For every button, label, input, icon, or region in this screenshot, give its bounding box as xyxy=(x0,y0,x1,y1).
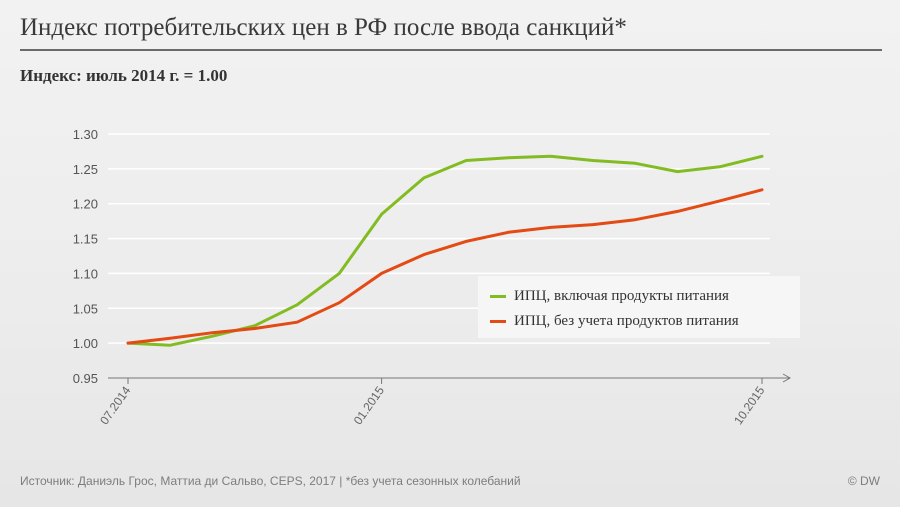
legend-label-nonfood: ИПЦ, без учета продуктов питания xyxy=(514,313,739,329)
y-tick-label: 1.05 xyxy=(73,301,98,316)
chart-title: Индекс потребительских цен в РФ после вв… xyxy=(20,14,627,41)
series-line-nonfood xyxy=(126,188,764,345)
grid-lines xyxy=(108,133,770,344)
x-tick-label: 10.2015 xyxy=(731,383,768,427)
legend-swatch-nonfood xyxy=(490,320,506,323)
y-tick-label: 1.20 xyxy=(73,197,98,212)
legend-item-food: ИПЦ, включая продукты питания xyxy=(490,288,729,305)
x-tick-label: 01.2015 xyxy=(351,383,388,427)
x-axis-arrow xyxy=(782,373,792,383)
y-tick-label: 1.00 xyxy=(73,336,98,351)
legend: ИПЦ, включая продукты питания ИПЦ, без у… xyxy=(478,276,800,338)
legend-item-nonfood: ИПЦ, без учета продуктов питания xyxy=(490,313,739,330)
y-tick-label: 0.95 xyxy=(73,371,98,386)
y-tick-label: 1.30 xyxy=(73,127,98,142)
source-note: Источник: Даниэль Грос, Маттиа ди Сальво… xyxy=(20,474,521,488)
y-tick-label: 1.25 xyxy=(73,162,98,177)
chart-subtitle: Индекс: июль 2014 г. = 1.00 xyxy=(20,66,228,85)
legend-label-food: ИПЦ, включая продукты питания xyxy=(514,288,729,304)
title-divider xyxy=(20,49,882,51)
x-tick-label: 07.2014 xyxy=(97,383,134,427)
y-tick-label: 1.15 xyxy=(73,232,98,247)
y-tick-label: 1.10 xyxy=(73,266,98,281)
series-lines xyxy=(126,154,764,347)
copyright-credit: © DW xyxy=(847,474,880,488)
axes xyxy=(108,373,792,384)
legend-swatch-food xyxy=(490,295,506,298)
